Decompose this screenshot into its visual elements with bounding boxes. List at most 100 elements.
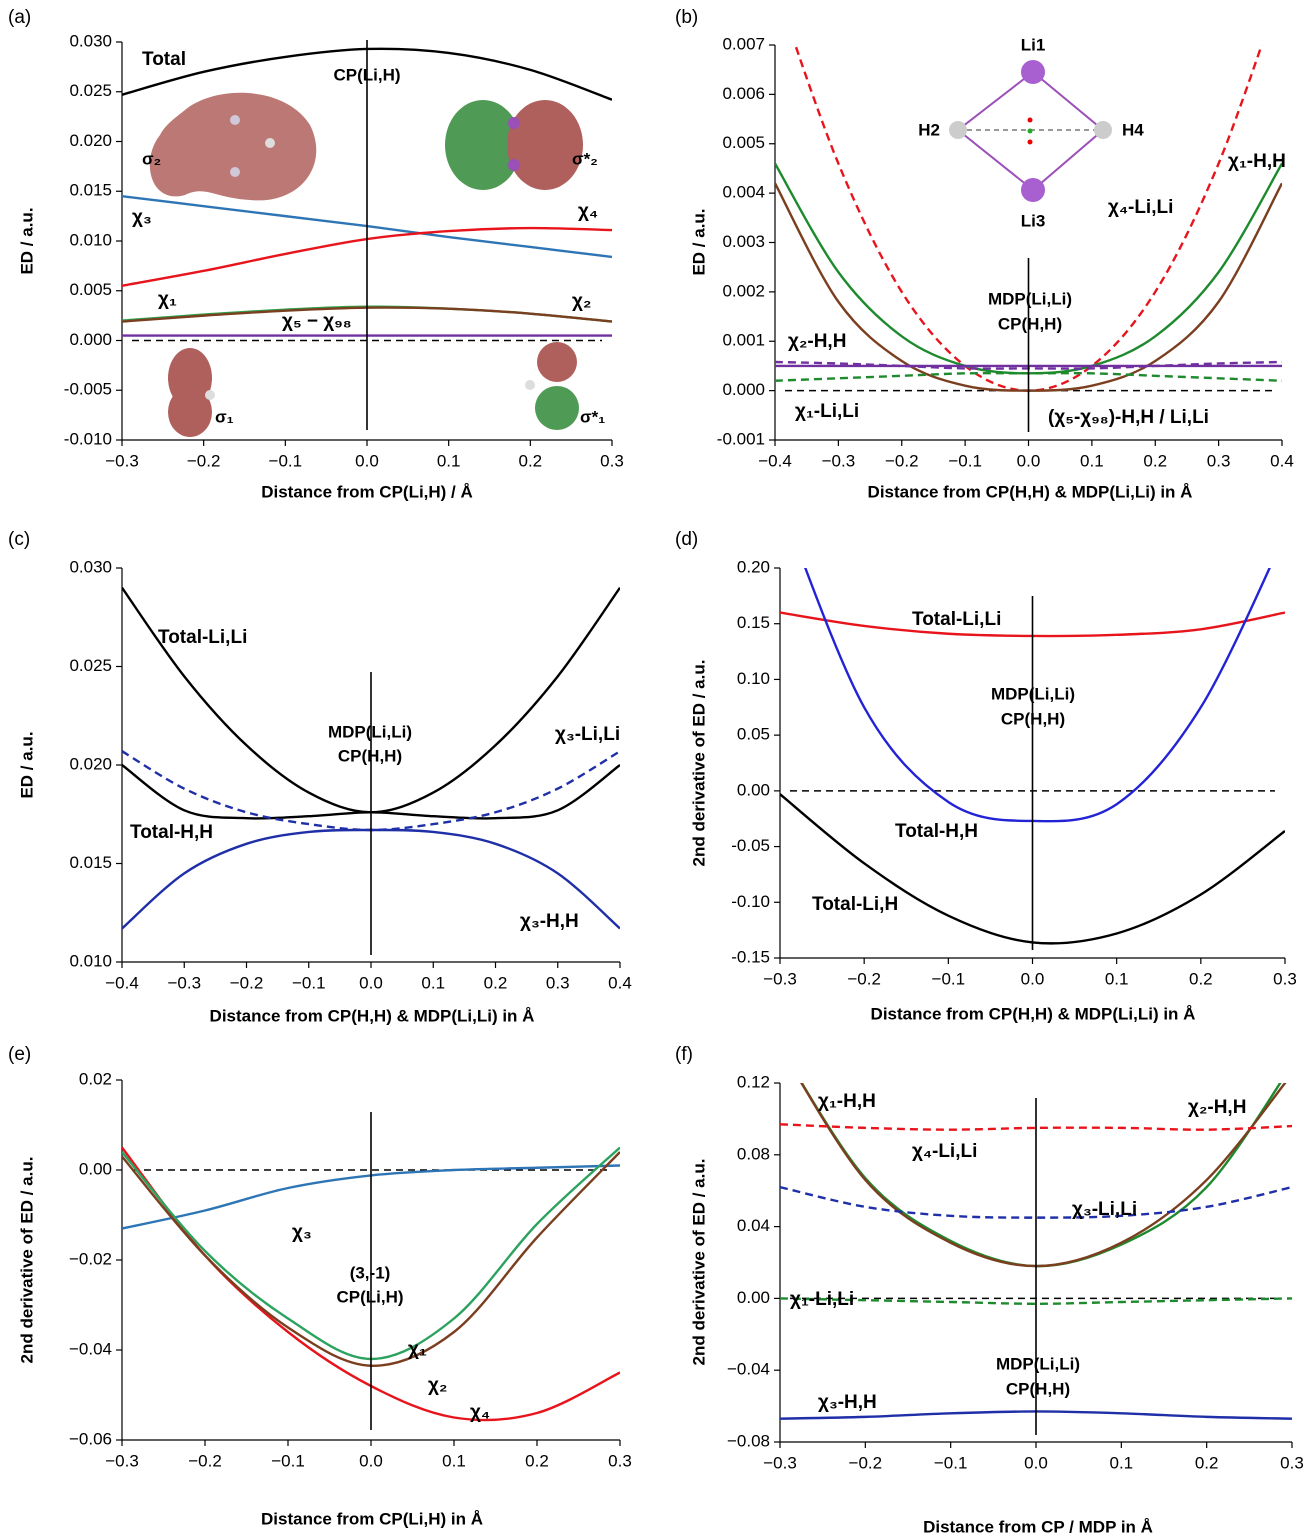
y-tick-label: 0.001 xyxy=(722,331,765,350)
x-tick-label: 0.1 xyxy=(1110,1453,1134,1472)
series-label: χ₄-Li,Li xyxy=(1108,197,1173,218)
x-tick-label: −0.2 xyxy=(187,451,221,470)
annotation: σ*₁ xyxy=(580,407,605,426)
x-tick-label: −0.3 xyxy=(105,451,139,470)
series-label: χ₄-Li,Li xyxy=(912,1141,977,1162)
atom xyxy=(230,115,240,125)
inset-a-right xyxy=(445,100,583,190)
series-line xyxy=(780,1185,1292,1219)
critical-point xyxy=(1027,139,1033,145)
series-line xyxy=(780,1297,1292,1305)
x-tick-label: 0.3 xyxy=(600,451,624,470)
panel: (e) Distance from CP(Li,H) in Å 2nd deriva… xyxy=(8,1044,632,1528)
panel: (c) Distance from CP(H,H) & MDP(Li,Li) in… xyxy=(8,529,632,1025)
x-tick-label: 0.1 xyxy=(1105,969,1129,988)
y-tick-label: 0.000 xyxy=(69,330,112,349)
x-tick-label: 0.0 xyxy=(1021,969,1045,988)
x-tick-label: 0.0 xyxy=(355,451,379,470)
x-axis-label: Distance from CP(H,H) & MDP(Li,Li) in Å xyxy=(871,1004,1196,1023)
y-tick-label: 0.12 xyxy=(737,1072,770,1091)
bond xyxy=(1032,129,1104,191)
inset-b-molecule xyxy=(949,60,1112,202)
atom xyxy=(949,121,967,139)
y-tick-label: 0.020 xyxy=(69,754,112,773)
y-axis-label: 2nd derivative of ED / a.u. xyxy=(17,1157,36,1364)
annotation: CP(H,H) xyxy=(998,314,1062,333)
panel-label: (f) xyxy=(675,1044,693,1065)
orbital-shape xyxy=(445,100,521,190)
x-tick-label: −0.3 xyxy=(763,1453,797,1472)
atom xyxy=(265,138,275,148)
series-label: χ₁ xyxy=(408,1339,427,1360)
y-tick-label: 0.025 xyxy=(69,656,112,675)
y-tick-label: −0.08 xyxy=(727,1431,770,1450)
series-label: χ₄ xyxy=(578,201,598,222)
annotation: MDP(Li,Li) xyxy=(996,1354,1080,1373)
x-tick-label: −0.1 xyxy=(932,969,966,988)
x-tick-label: −0.2 xyxy=(885,451,919,470)
x-tick-label: 0.1 xyxy=(437,451,461,470)
y-tick-label: -0.001 xyxy=(717,429,765,448)
x-tick-label: 0.4 xyxy=(608,973,632,992)
y-tick-label: 0.08 xyxy=(737,1144,770,1163)
x-tick-label: −0.3 xyxy=(763,969,797,988)
y-tick-label: 0.04 xyxy=(737,1216,770,1235)
series-label: Total xyxy=(142,49,186,70)
bond xyxy=(1032,71,1104,131)
series-label: χ₅ − χ₉₈ xyxy=(282,311,352,332)
series-label: Total-H,H xyxy=(130,822,213,843)
series-label: χ₁-Li,Li xyxy=(790,1289,854,1310)
y-axis-label: ED / a.u. xyxy=(17,207,36,274)
atom xyxy=(508,117,520,129)
y-tick-label: 0.004 xyxy=(722,183,765,202)
bond xyxy=(957,71,1034,131)
orbital-shape xyxy=(168,387,212,437)
x-tick-label: −0.1 xyxy=(934,1453,968,1472)
y-tick-label: 0.20 xyxy=(737,557,770,576)
x-tick-label: −0.3 xyxy=(105,1451,139,1470)
series-label: χ₂-H,H xyxy=(1188,1097,1246,1118)
atom xyxy=(205,390,215,400)
series-label: χ₃-Li,Li xyxy=(1072,1199,1137,1220)
series-label: χ₂-H,H xyxy=(788,331,846,352)
annotation: σ₁ xyxy=(215,407,234,426)
y-tick-label: 0.05 xyxy=(737,725,770,744)
critical-point xyxy=(1027,128,1033,134)
y-tick-label: -0.15 xyxy=(731,947,770,966)
x-tick-label: 0.2 xyxy=(1195,1453,1219,1472)
y-axis-label: 2nd derivative of ED / a.u. xyxy=(689,660,708,867)
series-label: Total-Li,H xyxy=(812,894,898,915)
series-label: χ₃-Li,Li xyxy=(555,724,620,745)
panel-label: (b) xyxy=(675,7,698,28)
annotation: CP(H,H) xyxy=(1006,1379,1070,1398)
x-tick-label: −0.4 xyxy=(758,451,792,470)
y-tick-label: 0.020 xyxy=(69,131,112,150)
x-tick-label: 0.2 xyxy=(1143,451,1167,470)
y-tick-label: 0.10 xyxy=(737,669,770,688)
y-tick-label: -0.010 xyxy=(64,429,112,448)
x-tick-label: −0.3 xyxy=(822,451,856,470)
x-tick-label: −0.4 xyxy=(105,973,139,992)
series-label: χ₃ xyxy=(292,1222,312,1243)
x-tick-label: −0.1 xyxy=(271,1451,305,1470)
series-label: χ₄ xyxy=(470,1402,490,1423)
x-tick-label: −0.1 xyxy=(948,451,982,470)
y-axis-label: 2nd derivative of ED / a.u. xyxy=(689,1159,708,1366)
x-axis-label: Distance from CP(Li,H) / Å xyxy=(261,482,473,501)
x-tick-label: 0.4 xyxy=(1270,451,1294,470)
annotation: MDP(Li,Li) xyxy=(988,289,1072,308)
y-tick-label: -0.10 xyxy=(731,892,770,911)
x-tick-label: 0.0 xyxy=(1024,1453,1048,1472)
panel: (f) Distance from CP / MDP in Å 2nd deriva… xyxy=(675,1044,1304,1536)
y-tick-label: 0.025 xyxy=(69,81,112,100)
annotation: σ*₂ xyxy=(572,149,598,168)
series-line xyxy=(780,1123,1292,1131)
x-axis-label: Distance from CP(H,H) & MDP(Li,Li) in Å xyxy=(210,1006,535,1025)
annotation: Li3 xyxy=(1021,211,1046,230)
x-tick-label: 0.1 xyxy=(1080,451,1104,470)
x-tick-label: 0.2 xyxy=(525,1451,549,1470)
y-tick-label: 0.000 xyxy=(722,380,765,399)
annotation: CP(Li,H) xyxy=(333,65,400,84)
series-label: χ₃-H,H xyxy=(818,1392,877,1413)
annotation: (3,-1) xyxy=(350,1263,391,1282)
